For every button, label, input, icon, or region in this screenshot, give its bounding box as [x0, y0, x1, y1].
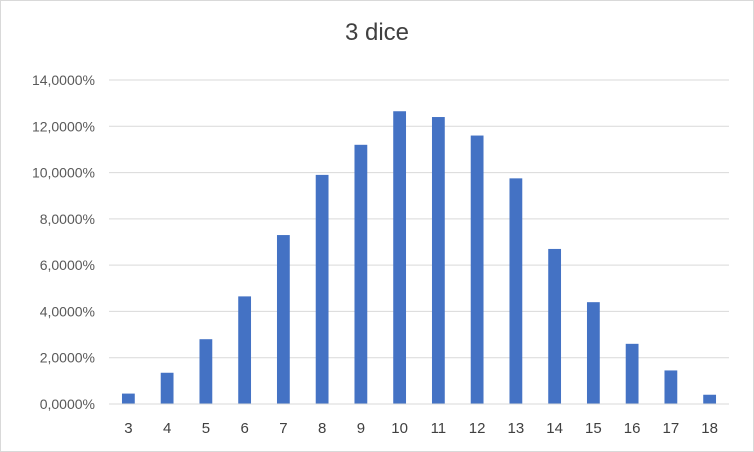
bar-6 [238, 296, 252, 404]
grid-lines [109, 79, 729, 359]
x-tick-label: 10 [391, 420, 408, 437]
x-tick-label: 11 [431, 420, 447, 437]
x-tick-label: 17 [663, 420, 680, 437]
y-tick-label: 12,0000% [32, 118, 95, 134]
x-tick-label: 4 [163, 420, 171, 437]
y-axis-ticks: 0,0000% 2,0000% 4,0000% 6,0000% 8,0000% 10,00… [32, 72, 95, 412]
x-tick-label: 12 [469, 420, 486, 437]
x-tick-label: 18 [701, 420, 718, 437]
x-tick-label: 16 [624, 420, 641, 437]
bar-9 [354, 144, 368, 405]
x-tick-label: 13 [508, 420, 525, 437]
x-tick-label: 8 [318, 420, 326, 437]
bar-14 [548, 248, 562, 404]
x-axis-ticks: 3 4 5 6 7 8 9 10 11 12 13 14 15 16 17 18 [124, 420, 718, 437]
bar-3 [121, 393, 135, 404]
x-tick-label: 7 [279, 420, 287, 437]
y-tick-label: 10,0000% [32, 165, 95, 181]
y-tick-label: 6,0000% [40, 257, 95, 273]
bar-12 [470, 135, 484, 405]
bar-8 [315, 174, 329, 404]
bars [121, 111, 717, 405]
y-tick-label: 2,0000% [40, 350, 95, 366]
chart-title: 3 dice [344, 19, 410, 46]
bar-10 [393, 111, 407, 404]
bar-11 [431, 117, 445, 405]
bar-13 [509, 178, 523, 404]
bar-16 [625, 343, 639, 404]
bar-15 [586, 302, 600, 404]
y-tick-label: 8,0000% [40, 211, 95, 227]
x-tick-label: 6 [240, 420, 248, 437]
x-tick-label: 15 [585, 420, 602, 437]
bar-4 [160, 372, 174, 404]
x-tick-label: 5 [202, 420, 210, 437]
bar-18 [703, 394, 717, 404]
bar-7 [276, 235, 290, 404]
bar-17 [664, 370, 678, 404]
y-tick-label: 0,0000% [40, 396, 95, 412]
y-tick-label: 4,0000% [40, 303, 95, 319]
x-tick-label: 9 [357, 420, 365, 437]
x-tick-label: 3 [124, 420, 132, 437]
x-tick-label: 14 [546, 420, 563, 437]
bar-5 [199, 339, 213, 404]
y-tick-label: 14,0000% [32, 72, 95, 88]
